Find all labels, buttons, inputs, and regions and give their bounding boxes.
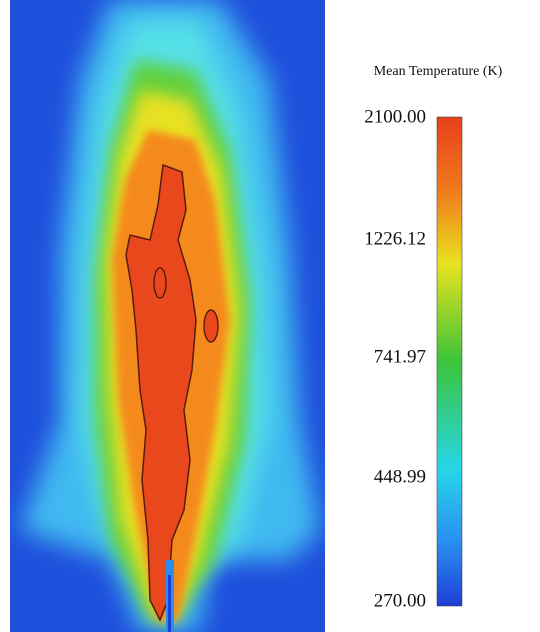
colorbar-tick-label: 270.00 (374, 590, 426, 611)
colorbar (436, 116, 463, 607)
colorbar-tick-label: 448.99 (374, 466, 426, 487)
colorbar-title: Mean Temperature (K) (374, 64, 503, 79)
colorbar-tick-label: 741.97 (374, 346, 426, 367)
colorbar-tick-label: 2100.00 (364, 106, 426, 127)
temperature-field (10, 0, 325, 632)
colorbar-tick-label: 1226.12 (364, 228, 426, 249)
